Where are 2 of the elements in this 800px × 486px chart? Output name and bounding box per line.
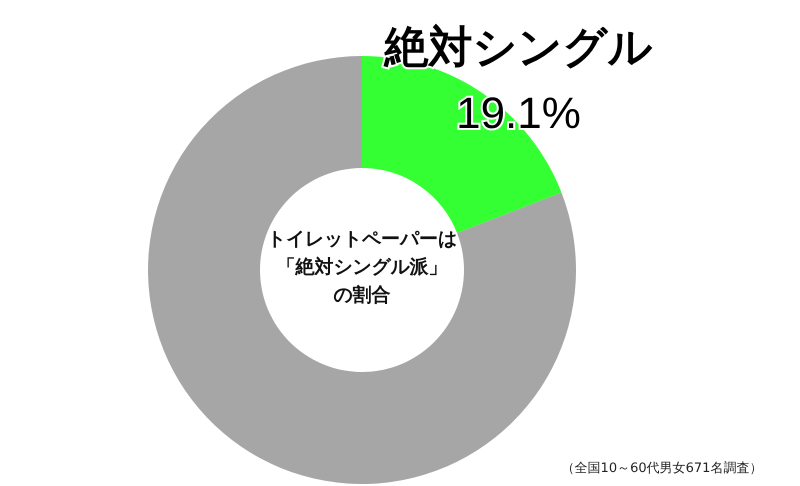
title: トイレットペーパーは「絶対シングル派」の割合 xyxy=(266,227,458,308)
annotation: （全国10～60代男女671名調査） xyxy=(562,461,762,476)
